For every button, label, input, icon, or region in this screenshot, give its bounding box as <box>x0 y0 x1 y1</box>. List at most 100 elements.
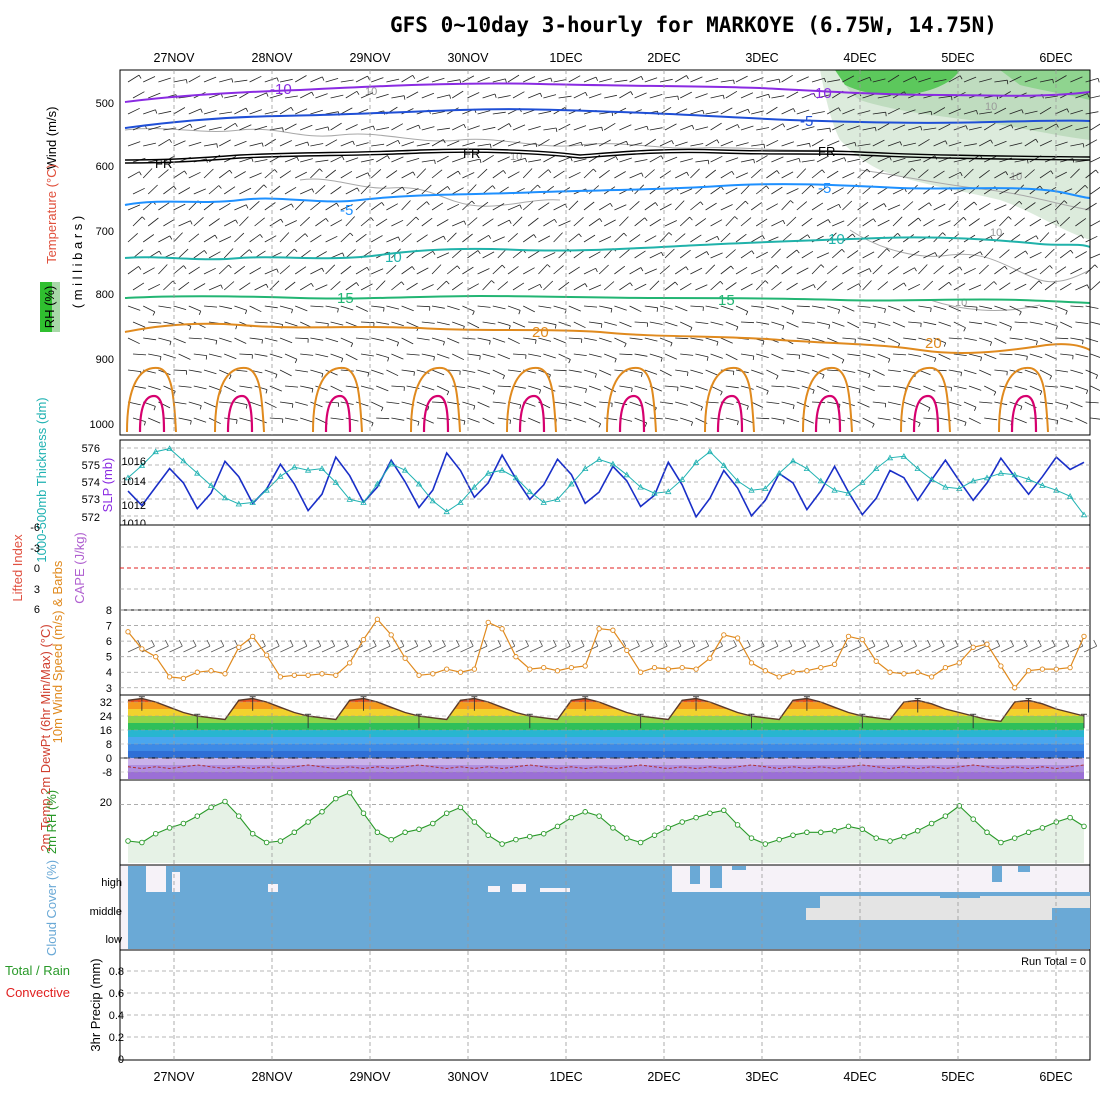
wind-barb <box>796 369 810 374</box>
wind-barb-flag <box>508 325 511 330</box>
wind-barb-flag <box>821 169 825 174</box>
date-label: 2DEC <box>647 1070 680 1084</box>
thickness-marker <box>443 508 450 515</box>
wind-barb-flag <box>400 639 405 647</box>
wind10m-point <box>624 647 630 654</box>
wind-barb <box>376 321 390 325</box>
thickness-marker <box>651 489 658 496</box>
wind-barb <box>827 107 839 115</box>
rh2m-point <box>679 819 685 825</box>
wind-barb <box>512 124 526 131</box>
wind-barb <box>872 337 886 343</box>
wind10m-point <box>444 666 450 672</box>
wind-barb-flag <box>216 143 218 148</box>
wind-barb <box>857 337 871 342</box>
wind-barb <box>224 385 236 393</box>
wind-barb <box>695 284 708 291</box>
wind-barb <box>218 169 230 179</box>
wind-barb <box>604 219 616 227</box>
wind-barb <box>406 282 418 291</box>
wind-barb <box>543 280 554 291</box>
rh2m-point <box>388 836 394 843</box>
wind-barb <box>978 169 990 179</box>
wind-barb <box>523 267 535 275</box>
wind-barb <box>1009 142 1023 147</box>
svg-text:575: 575 <box>82 460 100 472</box>
thickness-marker <box>374 480 381 487</box>
wind-barb <box>614 305 627 311</box>
rh2m-point <box>721 807 727 814</box>
wind-barb <box>208 218 220 227</box>
cloud-middle <box>1052 908 1090 920</box>
wind-barb <box>614 171 626 179</box>
rh2m-point <box>582 809 588 815</box>
thickness-marker <box>928 476 935 482</box>
wind-barb <box>573 283 586 291</box>
wind-barb <box>269 417 283 420</box>
upper-air-ylabels: Wind (m/s) Temperature (°C) RH (%) ( m i… <box>40 107 85 332</box>
wind-barb <box>979 337 992 343</box>
wind-barb <box>994 140 1007 147</box>
date-label: 28NOV <box>252 51 294 65</box>
wind-barb <box>462 337 476 340</box>
wind-barb-flag <box>599 218 603 223</box>
wind-barb <box>452 220 465 227</box>
wind-barb <box>310 76 323 83</box>
wind-barb <box>999 249 1010 259</box>
wind-barb <box>310 401 323 408</box>
wind-barb <box>451 90 464 99</box>
wind-barb <box>1014 283 1027 291</box>
wind-barb <box>527 217 539 227</box>
wind-barb <box>264 235 277 243</box>
wind10m-point <box>984 641 990 647</box>
wind-barb <box>148 92 161 99</box>
temperature-gridlines <box>120 701 1090 773</box>
wind-barb <box>1039 140 1052 147</box>
wind-barb <box>948 401 962 406</box>
rh2m-series <box>125 789 1087 863</box>
thickness-marker <box>194 469 201 476</box>
rh2m-fill <box>128 792 1084 863</box>
wind-barb <box>1029 353 1043 359</box>
wind-barb <box>1070 267 1083 275</box>
wind-barb-flag <box>622 639 626 647</box>
wind-barb-flag <box>822 374 825 379</box>
wind-barb-flag <box>1056 420 1059 425</box>
wind-barb <box>284 281 296 291</box>
wind-barb-flag <box>442 639 446 647</box>
wind-barb <box>725 157 739 163</box>
wind-barb <box>725 353 738 361</box>
wind-barb <box>786 216 797 227</box>
wind-barb-flag <box>228 264 232 269</box>
wind-barb-flag <box>595 268 598 273</box>
date-label: 4DEC <box>843 1070 876 1084</box>
wind-barb <box>588 251 601 259</box>
wind-barb-flag <box>601 127 603 132</box>
wind-barb <box>629 201 640 211</box>
wind-barb-flag <box>691 125 695 130</box>
wind-barb <box>219 111 233 115</box>
thickness-marker <box>1039 482 1046 488</box>
wind-barb <box>330 281 341 291</box>
wind-barb-flag <box>327 126 330 131</box>
precip-frame <box>119 949 1091 1061</box>
wind-barb <box>710 385 723 393</box>
wind-barb <box>903 76 916 83</box>
isotherm-5 <box>124 183 1091 206</box>
wind-barb <box>451 249 463 259</box>
wind-barb <box>907 250 920 259</box>
wind-barb <box>999 216 1009 227</box>
wind-barb <box>756 93 769 99</box>
rh2m-point <box>374 829 381 836</box>
temp-band <box>128 730 1084 737</box>
wind-barb <box>300 385 313 390</box>
wind-barb-flag <box>189 326 192 331</box>
temp-tick: -8 <box>102 767 112 779</box>
wind-barb <box>963 305 978 308</box>
wind-barb <box>254 159 268 163</box>
wind-barb <box>558 385 572 388</box>
wind-barb <box>299 282 312 291</box>
wind-barb <box>1070 369 1084 374</box>
wind-barb-flag <box>502 170 507 174</box>
wind-barb <box>501 645 515 653</box>
